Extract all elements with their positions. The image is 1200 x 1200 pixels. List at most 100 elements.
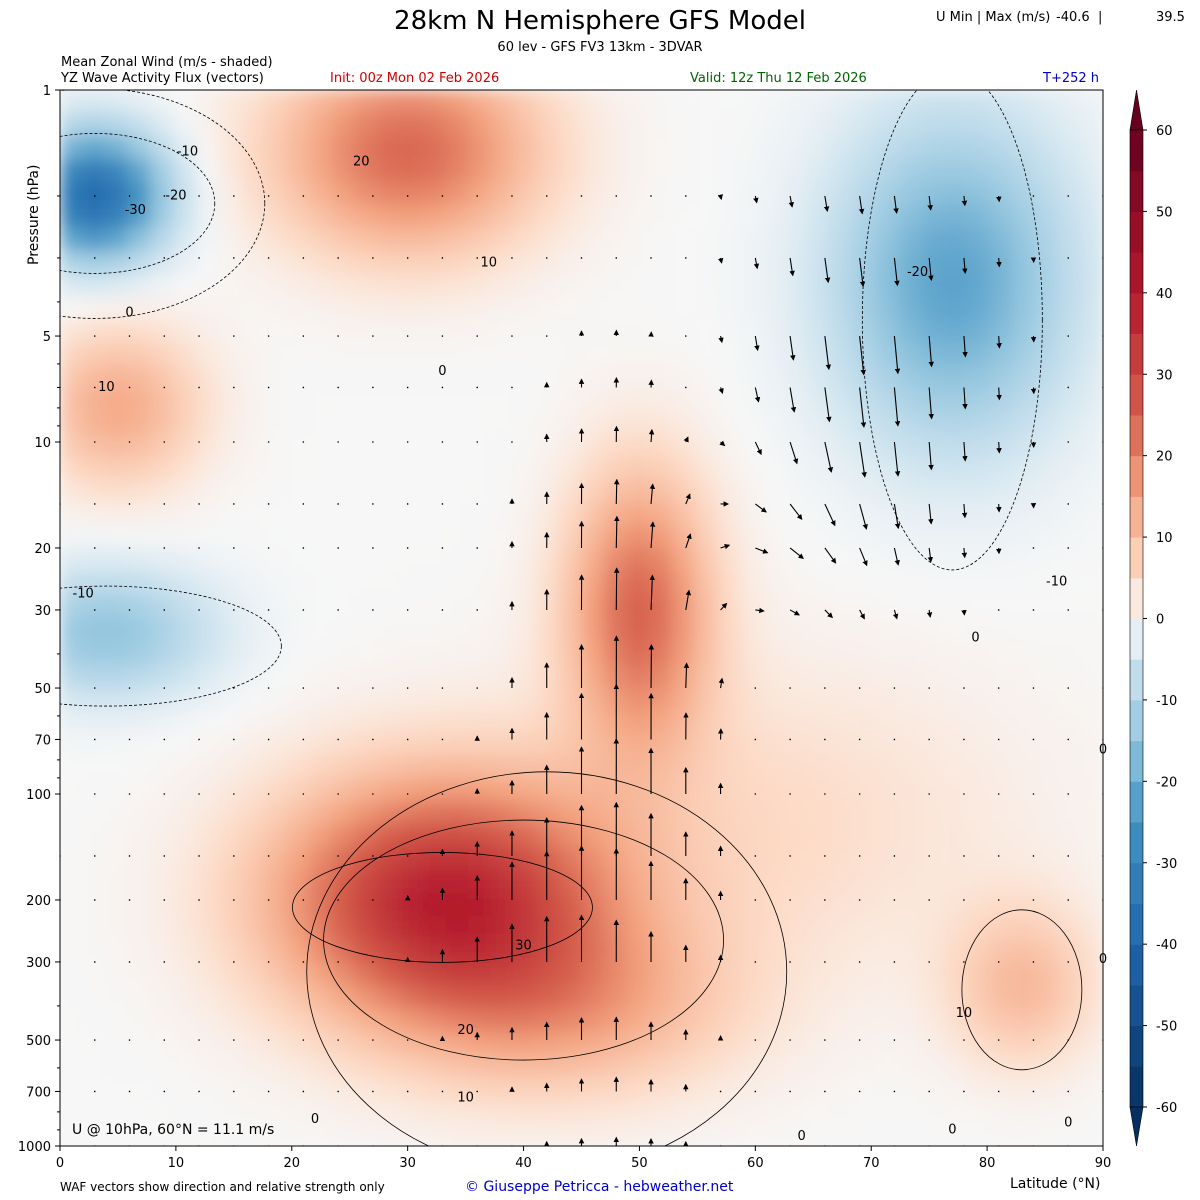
field-cell xyxy=(558,595,583,619)
field-cell xyxy=(1012,916,1036,941)
field-cell xyxy=(921,1054,946,1079)
field-cell xyxy=(853,939,878,964)
field-cell xyxy=(649,273,674,298)
field-cell xyxy=(740,916,764,941)
field-cell xyxy=(377,549,402,574)
field-cell xyxy=(1012,388,1036,413)
field-cell xyxy=(967,342,991,367)
field-cell xyxy=(82,503,107,528)
waf-vector-dot xyxy=(476,335,479,337)
field-cell xyxy=(286,572,311,597)
field-cell xyxy=(377,1100,402,1125)
field-cell xyxy=(377,778,402,803)
field-cell xyxy=(1035,663,1059,688)
field-cell xyxy=(400,113,424,137)
waf-vector-dot xyxy=(93,195,96,197)
field-cell xyxy=(128,755,152,780)
field-cell xyxy=(218,1100,243,1125)
waf-vector-dot xyxy=(163,687,166,689)
field-cell xyxy=(332,319,356,344)
waf-vector-dot xyxy=(406,503,409,505)
credit-link[interactable]: © Giuseppe Petricca - hebweather.net xyxy=(465,1179,734,1195)
field-cell xyxy=(604,250,628,275)
field-cell xyxy=(967,526,991,551)
field-cell xyxy=(853,732,878,757)
field-cell xyxy=(513,411,538,436)
field-cell xyxy=(309,411,334,436)
field-cell xyxy=(218,1077,243,1102)
field-cell xyxy=(853,365,878,390)
field-cell xyxy=(468,847,492,872)
field-cell xyxy=(762,181,787,206)
field-cell xyxy=(60,549,84,574)
waf-vector-dot xyxy=(580,195,583,197)
field-cell xyxy=(196,824,220,849)
field-cell xyxy=(422,1054,447,1079)
colorbar-segment xyxy=(1130,496,1143,538)
field-cell xyxy=(422,503,447,528)
field-cell xyxy=(1080,296,1103,321)
field-cell xyxy=(445,572,470,597)
field-cell xyxy=(921,411,946,436)
field-cell xyxy=(672,1031,696,1056)
waf-vector-dot xyxy=(580,257,583,259)
field-cell xyxy=(377,1054,402,1079)
field-cell xyxy=(740,365,764,390)
field-cell xyxy=(672,641,696,665)
field-cell xyxy=(967,824,991,849)
field-cell xyxy=(264,1077,288,1102)
field-cell xyxy=(536,503,560,528)
field-cell xyxy=(921,457,946,482)
field-cell xyxy=(82,1031,107,1056)
field-cell xyxy=(853,181,878,206)
field-cell xyxy=(536,113,560,137)
field-cell xyxy=(536,801,560,826)
field-cell xyxy=(128,686,152,711)
waf-vector-dot xyxy=(93,609,96,611)
waf-vector-dot xyxy=(545,257,548,259)
field-cell xyxy=(604,549,628,574)
waf-vector xyxy=(685,589,691,611)
field-cell xyxy=(468,273,492,298)
field-cell xyxy=(808,732,832,757)
field-cell xyxy=(672,342,696,367)
field-cell xyxy=(853,801,878,826)
field-cell xyxy=(536,916,560,941)
field-cell xyxy=(400,227,424,252)
field-cell xyxy=(876,663,900,688)
field-cell xyxy=(921,1031,946,1056)
field-cell xyxy=(808,870,832,895)
field-cell xyxy=(604,158,628,183)
waf-vector xyxy=(859,547,868,567)
field-cell xyxy=(626,1031,651,1056)
field-cell xyxy=(604,388,628,413)
field-cell xyxy=(309,319,334,344)
waf-vector xyxy=(789,387,797,413)
field-cell xyxy=(513,618,538,642)
field-cell xyxy=(490,480,515,505)
field-cell xyxy=(898,870,923,895)
field-cell xyxy=(60,526,84,551)
y-tick-label: 70 xyxy=(34,733,51,748)
field-cell xyxy=(740,870,764,895)
field-cell xyxy=(173,663,198,688)
field-cell xyxy=(967,549,991,574)
colorbar-segment xyxy=(1130,862,1143,904)
field-cell xyxy=(694,1077,719,1102)
field-cell xyxy=(853,870,878,895)
waf-vector-dot xyxy=(893,793,896,795)
field-cell xyxy=(445,342,470,367)
field-cell xyxy=(286,90,311,114)
field-cell xyxy=(1035,457,1059,482)
field-cell xyxy=(898,135,923,160)
field-cell xyxy=(82,181,107,206)
field-cell xyxy=(762,709,787,734)
field-cell xyxy=(694,342,719,367)
field-cell xyxy=(808,572,832,597)
field-cell xyxy=(264,296,288,321)
field-cell xyxy=(558,158,583,183)
field-cell xyxy=(694,135,719,160)
field-cell xyxy=(876,1100,900,1125)
field-cell xyxy=(1035,434,1059,459)
waf-vector-dot xyxy=(233,257,235,259)
